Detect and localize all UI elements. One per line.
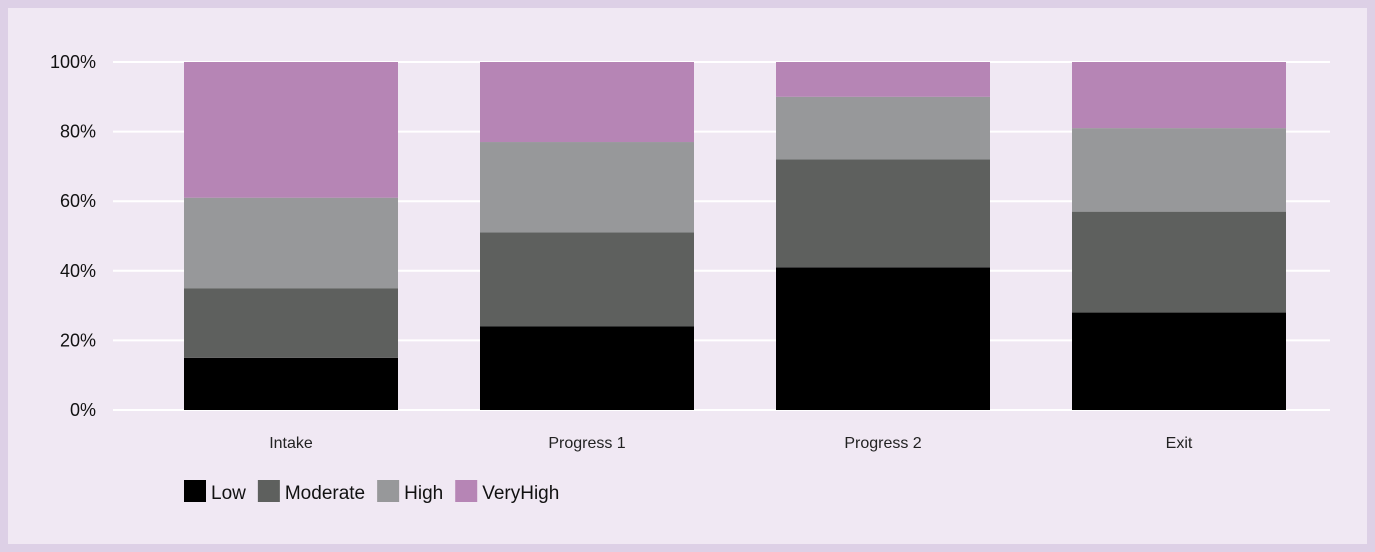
x-category-label: Intake: [269, 435, 313, 452]
bar-segment-low: [184, 357, 398, 410]
bar-segment-low: [776, 267, 990, 410]
legend-swatch-moderate: [257, 480, 280, 502]
bar-segment-veryhigh: [776, 62, 990, 97]
bar-segment-moderate: [1072, 211, 1286, 313]
y-tick-label: 100%: [50, 52, 96, 72]
y-tick-label: 80%: [60, 122, 96, 142]
y-tick-label: 40%: [60, 261, 96, 281]
legend-swatch-high: [377, 480, 400, 502]
bar-segment-high: [1072, 128, 1286, 212]
bar-segment-veryhigh: [1072, 62, 1286, 129]
bar-segment-low: [480, 326, 694, 410]
y-tick-label: 60%: [60, 191, 96, 211]
legend-swatch-low: [184, 480, 206, 502]
bar-segment-high: [480, 142, 694, 233]
y-tick-label: 20%: [60, 330, 96, 350]
legend-label-high: High: [404, 483, 443, 504]
legend-label-low: Low: [211, 483, 246, 504]
legend-swatch-veryhigh: [455, 480, 478, 502]
legend-label-veryhigh: VeryHigh: [482, 483, 559, 504]
y-axis-tick-labels: 0% 20% 40% 60% 80% 100%: [50, 52, 96, 420]
stacked-bar-chart: 0% 20% 40% 60% 80% 100% Intake Progress 1 Progr…: [50, 52, 1330, 504]
legend: Low Moderate High VeryHigh: [184, 480, 559, 504]
y-tick-label: 0%: [70, 400, 96, 420]
bar-segment-high: [776, 96, 990, 160]
bar-stacks: [184, 62, 1286, 410]
bar-segment-moderate: [776, 159, 990, 268]
bar-segment-high: [184, 197, 398, 289]
x-category-label: Progress 2: [844, 435, 921, 452]
x-category-label: Progress 1: [548, 435, 625, 452]
x-category-label: Exit: [1166, 435, 1193, 452]
bar-segment-low: [1072, 312, 1286, 410]
bar-segment-veryhigh: [480, 62, 694, 143]
legend-label-moderate: Moderate: [285, 483, 365, 504]
chart-panel: 0% 20% 40% 60% 80% 100% Intake Progress 1 Progr…: [8, 8, 1367, 544]
bar-segment-moderate: [184, 288, 398, 358]
bar-segment-veryhigh: [184, 62, 398, 198]
x-axis-category-labels: Intake Progress 1 Progress 2 Exit: [269, 435, 1193, 452]
bar-segment-moderate: [480, 232, 694, 327]
